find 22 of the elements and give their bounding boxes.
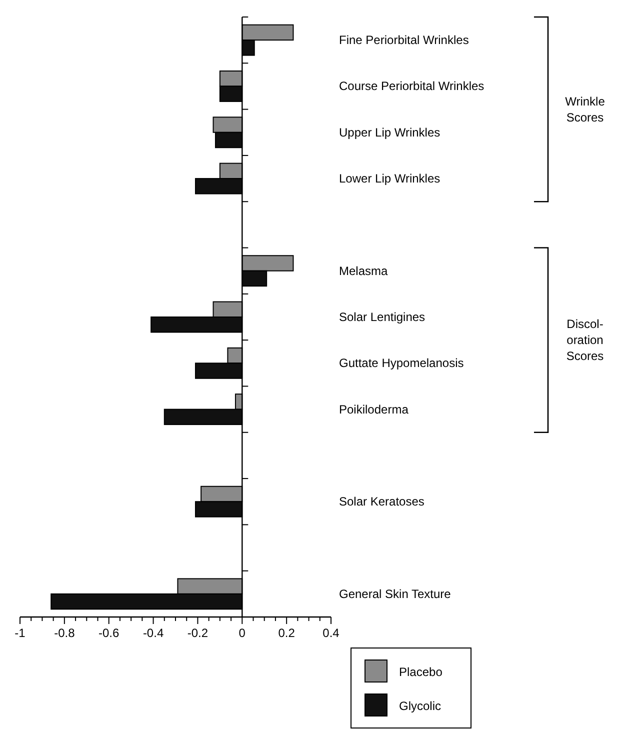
- y-tick-label: Melasma: [339, 264, 388, 278]
- y-tick-label: Course Periorbital Wrinkles: [339, 79, 484, 94]
- x-tick-label: -0.4: [142, 626, 164, 640]
- y-tick-label: Guttate Hypomelanosis: [339, 356, 464, 370]
- y-tick-label: Upper Lip Wrinkles: [339, 125, 440, 140]
- y-tick-label: Poikiloderma: [339, 402, 409, 416]
- legend-label: Placebo: [399, 665, 443, 679]
- x-tick-label: 0.2: [278, 626, 296, 640]
- y-tick-label: Solar Keratoses: [339, 494, 424, 509]
- x-tick-label: -0.2: [187, 626, 208, 640]
- y-tick-label: Solar Lentigines: [339, 310, 426, 324]
- x-tick-label: 0: [238, 626, 246, 640]
- y-tick-label: General Skin Texture: [339, 586, 452, 601]
- legend-label: Glycolic: [399, 699, 442, 713]
- x-tick-label: 0.4: [322, 626, 340, 640]
- x-tick-label: -1: [14, 626, 26, 640]
- y-tick-label: Fine Periorbital Wrinkles: [339, 33, 469, 48]
- y-tick-label: Lower Lip Wrinkles: [339, 172, 440, 186]
- text: Wrinkle Scores: [565, 94, 606, 124]
- text: Discol- oration Scores: [566, 317, 604, 364]
- x-tick-label: -0.8: [54, 626, 76, 640]
- x-tick-label: -0.6: [98, 626, 120, 640]
